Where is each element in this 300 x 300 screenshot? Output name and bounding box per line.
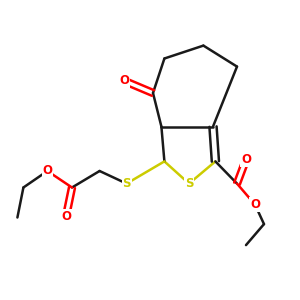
Text: O: O <box>61 210 71 223</box>
Text: O: O <box>42 164 52 178</box>
Text: S: S <box>122 177 131 190</box>
Text: O: O <box>250 198 260 211</box>
Text: S: S <box>185 177 193 190</box>
Text: O: O <box>241 153 251 166</box>
Text: O: O <box>119 74 130 88</box>
